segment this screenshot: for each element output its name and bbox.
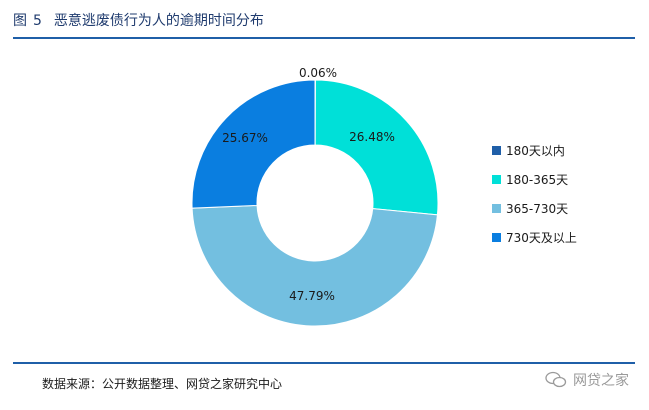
figure-title: 图 5 恶意逃废债行为人的逾期时间分布 (13, 10, 264, 30)
donut-slice-4 (191, 79, 316, 209)
bottom-divider (13, 362, 635, 364)
figure-number: 5 (33, 13, 42, 29)
slice-label-1: 0.06% (299, 66, 337, 80)
legend-swatch-2 (492, 175, 501, 184)
watermark-text: 网贷之家 (573, 373, 629, 389)
donut-chart: 0.06% 26.48% 47.79% 25.67% 180天以内 180-365天 365… (191, 66, 577, 327)
slice-label-4: 25.67% (222, 131, 268, 145)
figure-title-text: 恶意逃废债行为人的逾期时间分布 (53, 13, 264, 29)
source-note: 数据来源：公开数据整理、网贷之家研究中心 (42, 377, 283, 391)
legend-swatch-4 (492, 233, 501, 242)
legend-swatch-1 (492, 146, 501, 155)
legend-label-2: 180-365天 (506, 173, 568, 187)
chat-bubble-icon (545, 371, 567, 388)
donut-slice-2 (314, 79, 439, 216)
legend-label-4: 730天及以上 (506, 231, 577, 245)
slice-label-2: 26.48% (349, 130, 395, 144)
legend-label-1: 180天以内 (506, 144, 565, 158)
slice-label-3: 47.79% (289, 289, 335, 303)
donut-slice-3 (191, 204, 438, 327)
top-divider (13, 37, 635, 39)
figure-label: 图 (13, 13, 27, 29)
watermark: 网贷之家 (545, 370, 629, 390)
legend-swatch-3 (492, 204, 501, 213)
legend-label-3: 365-730天 (506, 202, 568, 216)
